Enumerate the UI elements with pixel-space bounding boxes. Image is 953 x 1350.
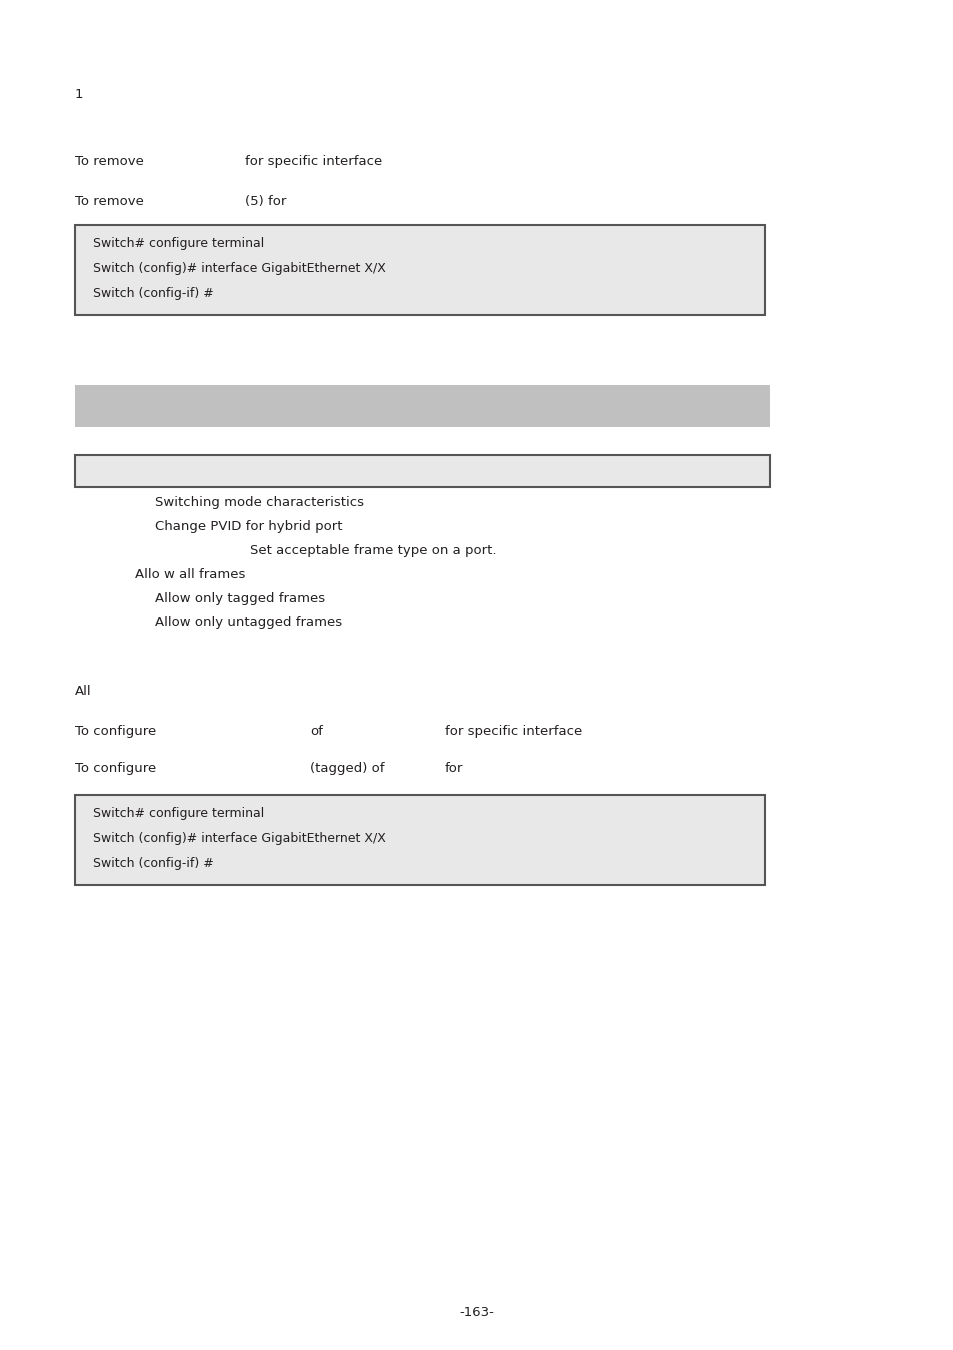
Text: -163-: -163-	[459, 1305, 494, 1319]
Text: Change PVID for hybrid port: Change PVID for hybrid port	[154, 520, 342, 533]
Text: Switch (config)# interface GigabitEthernet X/X: Switch (config)# interface GigabitEthern…	[92, 262, 385, 275]
Text: All: All	[75, 684, 91, 698]
Text: Switch# configure terminal: Switch# configure terminal	[92, 807, 264, 821]
Text: Switch (config)# interface GigabitEthernet X/X: Switch (config)# interface GigabitEthern…	[92, 832, 385, 845]
Text: Switch (config-if) #: Switch (config-if) #	[92, 857, 213, 871]
Text: To configure: To configure	[75, 761, 156, 775]
Text: Allow only untagged frames: Allow only untagged frames	[154, 616, 342, 629]
Text: Switch (config-if) #: Switch (config-if) #	[92, 288, 213, 300]
FancyBboxPatch shape	[75, 385, 769, 427]
Text: To remove: To remove	[75, 194, 144, 208]
Text: for specific interface: for specific interface	[245, 155, 382, 167]
Text: (tagged) of: (tagged) of	[310, 761, 384, 775]
Text: 1: 1	[75, 88, 84, 101]
Text: To configure: To configure	[75, 725, 156, 738]
Text: (5) for: (5) for	[245, 194, 286, 208]
FancyBboxPatch shape	[75, 455, 769, 487]
Text: Allo w all frames: Allo w all frames	[135, 568, 245, 580]
Text: Switching mode characteristics: Switching mode characteristics	[154, 495, 364, 509]
FancyBboxPatch shape	[75, 225, 764, 315]
Text: for: for	[444, 761, 463, 775]
Text: for specific interface: for specific interface	[444, 725, 581, 738]
Text: Switch# configure terminal: Switch# configure terminal	[92, 238, 264, 250]
Text: Set acceptable frame type on a port.: Set acceptable frame type on a port.	[250, 544, 496, 558]
Text: of: of	[310, 725, 322, 738]
Text: To remove: To remove	[75, 155, 144, 167]
FancyBboxPatch shape	[75, 795, 764, 886]
Text: Allow only tagged frames: Allow only tagged frames	[154, 593, 325, 605]
